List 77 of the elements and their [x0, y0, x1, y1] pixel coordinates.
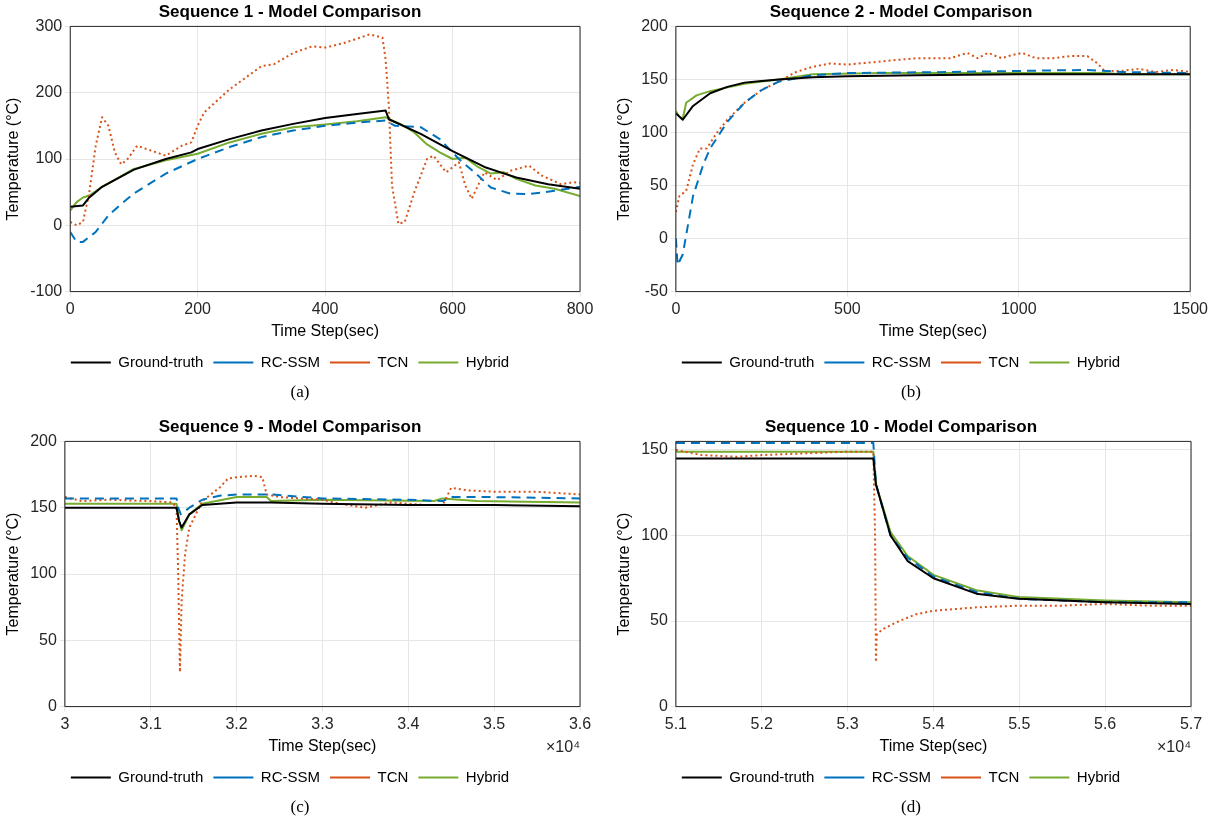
x-tick-label: 3.5	[483, 714, 506, 732]
text: ×10⁴	[545, 738, 581, 756]
x-tick-label: 600	[439, 299, 466, 317]
y-tick-label: -100	[30, 282, 63, 300]
y-tick-label: 150	[641, 69, 668, 87]
y-tick-label: 200	[641, 16, 668, 34]
y-tick-label: 0	[658, 228, 668, 246]
x-tick-label: 5.4	[922, 714, 945, 732]
y-tick-label: 100	[641, 525, 668, 543]
x-tick-label: 0	[65, 299, 75, 317]
legend-label: TCN	[988, 352, 1020, 370]
legend-label: Hybrid	[465, 767, 510, 785]
y-tick-label: 100	[35, 149, 63, 167]
y-tick-label: 50	[39, 630, 57, 648]
x-tick-label: 3.4	[397, 714, 420, 732]
y-tick-label: 150	[641, 440, 668, 458]
text: (c)	[289, 797, 311, 817]
x-tick-label: 5.1	[664, 714, 688, 732]
legend-label: Ground-truth	[729, 767, 815, 785]
y-tick-label: 100	[30, 564, 57, 582]
x-tick-label: 3	[60, 714, 70, 732]
x-tick-label: 800	[566, 299, 594, 317]
text: (a)	[289, 382, 311, 402]
legend-label: Ground-truth	[118, 767, 204, 785]
y-tick-label: 150	[30, 498, 57, 516]
y-tick-label: 200	[35, 83, 63, 101]
x-tick-label: 500	[833, 299, 861, 317]
legend-label: TCN	[988, 767, 1020, 785]
x-tick-label: 5.5	[1008, 714, 1031, 732]
legend-label: TCN	[377, 352, 409, 370]
y-tick-label: 100	[641, 122, 668, 140]
y-axis-title: Temperature (°C)	[4, 97, 22, 221]
x-tick-label: 5.6	[1094, 714, 1117, 732]
x-tick-label: 5.3	[836, 714, 859, 732]
legend-label: Ground-truth	[729, 352, 815, 370]
chart-title: Sequence 10 - Model Comparison	[764, 416, 1038, 436]
x-tick-label: 3.3	[311, 714, 334, 732]
y-axis-title: Temperature (°C)	[4, 512, 22, 636]
text: (b)	[900, 382, 922, 402]
x-tick-label: 5.2	[750, 714, 773, 732]
x-tick-label: 200	[184, 299, 212, 317]
y-tick-label: -50	[644, 282, 668, 300]
legend-label: Hybrid	[1076, 352, 1121, 370]
x-axis-title: Time Step(sec)	[268, 736, 377, 754]
y-tick-label: 0	[47, 697, 57, 715]
legend-label: RC-SSM	[871, 767, 932, 785]
y-tick-label: 50	[650, 611, 668, 629]
legend-label: TCN	[377, 767, 409, 785]
text: (d)	[900, 797, 922, 817]
y-tick-label: 0	[658, 697, 668, 715]
legend-label: RC-SSM	[260, 767, 321, 785]
x-axis-title: Time Step(sec)	[271, 321, 380, 339]
x-tick-label: 1000	[1000, 299, 1037, 317]
legend-label: Hybrid	[1076, 767, 1121, 785]
y-tick-label: 0	[53, 215, 63, 233]
x-tick-label: 0	[671, 299, 681, 317]
x-tick-label: 3.1	[139, 714, 162, 732]
y-tick-label: 200	[30, 431, 57, 449]
text: ×10⁴	[1156, 738, 1192, 756]
x-tick-label: 3.6	[568, 714, 592, 732]
chart-title: Sequence 9 - Model Comparison	[158, 416, 422, 436]
legend-label: RC-SSM	[871, 352, 932, 370]
chart-title: Sequence 1 - Model Comparison	[158, 1, 422, 21]
x-tick-label: 3.2	[225, 714, 248, 732]
y-axis-title: Temperature (°C)	[615, 512, 633, 636]
x-axis-title: Time Step(sec)	[879, 736, 988, 754]
x-tick-label: 1500	[1172, 299, 1209, 317]
x-tick-label: 400	[311, 299, 339, 317]
y-tick-label: 50	[650, 175, 668, 193]
y-tick-label: 300	[35, 16, 63, 34]
x-axis-title: Time Step(sec)	[879, 321, 987, 339]
chart-title: Sequence 2 - Model Comparison	[769, 1, 1033, 21]
x-tick-label: 5.7	[1179, 714, 1203, 732]
y-axis-title: Temperature (°C)	[615, 97, 633, 221]
legend-label: Ground-truth	[118, 352, 204, 370]
legend-label: Hybrid	[465, 352, 510, 370]
legend-label: RC-SSM	[260, 352, 321, 370]
